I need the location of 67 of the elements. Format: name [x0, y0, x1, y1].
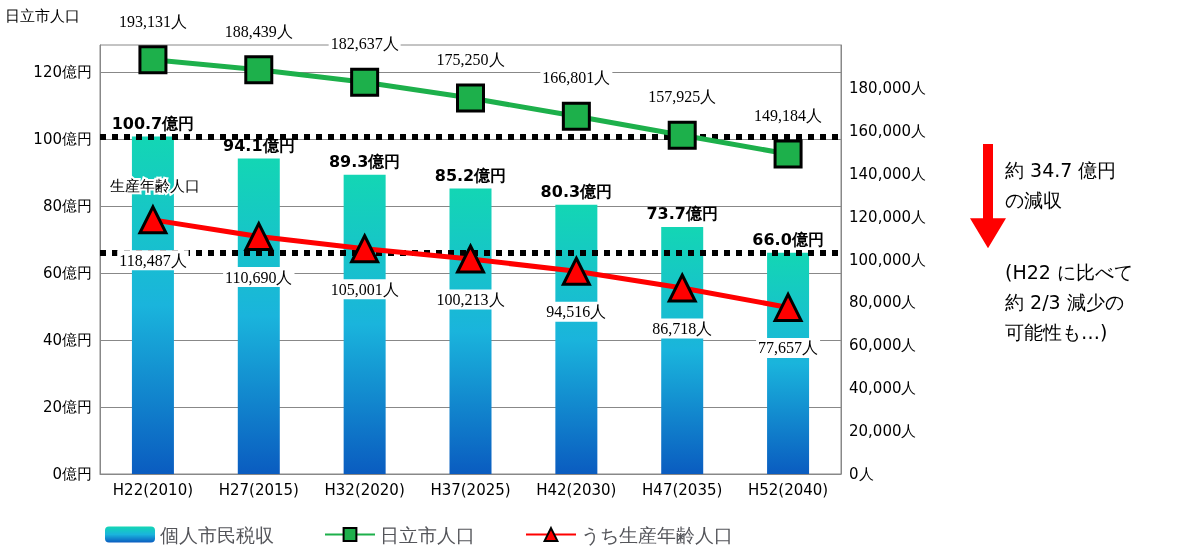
text: (H22 に比べて	[1005, 260, 1133, 283]
y-tick-label: 0億円	[52, 465, 92, 483]
data-label: 77,657人	[758, 339, 819, 357]
y-tick-label: 100億円	[33, 129, 92, 148]
data-label: 149,184人	[754, 107, 823, 124]
point	[138, 205, 168, 235]
legend-label: 日立市人口	[380, 523, 475, 546]
y2-tick-label: 20,000人	[849, 422, 917, 441]
x-tick-label: H27(2015)	[218, 480, 299, 499]
data-label: 100.7億円	[111, 114, 195, 133]
y-tick-label: 40億円	[42, 330, 92, 349]
point	[138, 45, 168, 75]
data-label: 73.7億円	[646, 204, 718, 224]
text: 約 2/3 減少の	[1005, 290, 1124, 313]
data-label: 105,001人	[330, 280, 399, 298]
point	[561, 256, 591, 286]
text: の減収	[1005, 188, 1062, 211]
point	[244, 55, 274, 85]
data-label: 110,690人	[225, 268, 293, 286]
x-tick-label: H52(2040)	[747, 480, 829, 499]
y2-tick-label: 160,000人	[849, 121, 927, 140]
y2-tick-label: 40,000人	[849, 379, 917, 398]
point	[350, 67, 380, 97]
y2-tick-label: 180,000人	[849, 78, 927, 97]
point	[773, 139, 803, 169]
point	[350, 234, 380, 264]
y2-tick-label: 60,000人	[849, 336, 917, 355]
data-label: 175,250人	[436, 51, 505, 69]
data-label: 86,718人	[652, 319, 713, 337]
y-tick-label: 60億円	[42, 263, 92, 282]
text: 可能性も…)	[1005, 320, 1108, 343]
data-label: 89.3億円	[328, 152, 401, 172]
y-tick-label: 20億円	[42, 397, 92, 416]
y2-tick-label: 100,000人	[849, 250, 927, 269]
data-label: 166,801人	[542, 69, 611, 87]
y-tick-label: 80億円	[42, 196, 92, 215]
data-label: 157,925人	[648, 88, 717, 106]
point	[773, 292, 803, 322]
data-label: 193,131人	[118, 12, 187, 30]
data-label: 100,213人	[436, 291, 505, 309]
data-label: 80.3億円	[540, 182, 613, 202]
x-tick-label: H37(2025)	[430, 480, 511, 499]
x-tick-label: H22(2010)	[112, 480, 194, 499]
data-label: 182,637人	[330, 35, 399, 53]
x-tick-label: H42(2030)	[536, 480, 617, 499]
legend-label: うち生産年齢人口	[581, 523, 733, 546]
data-label: 85.2億円	[434, 165, 507, 185]
y-tick-label: 120億円	[33, 62, 92, 81]
point	[667, 120, 697, 150]
y2-tick-label: 0人	[849, 465, 874, 483]
text: 日立市人口	[5, 7, 80, 24]
point	[244, 222, 274, 252]
x-tick-label: H32(2020)	[324, 480, 405, 499]
legend-label: 個人市民税収	[160, 523, 274, 546]
x-tick-label: H47(2035)	[642, 480, 723, 499]
data-label: 188,439人	[224, 22, 293, 40]
point	[667, 273, 697, 303]
point	[455, 242, 486, 274]
point	[561, 101, 591, 131]
y2-tick-label: 120,000人	[849, 207, 927, 226]
point	[456, 83, 485, 113]
data-label: 94,516人	[546, 303, 607, 321]
y2-tick-label: 140,000人	[849, 164, 927, 183]
data-label: 66.0億円	[752, 230, 824, 250]
y2-tick-label: 80,000人	[849, 293, 917, 312]
text: 約 34.7 億円	[1005, 158, 1117, 181]
data-label: 118,487人	[119, 251, 187, 269]
